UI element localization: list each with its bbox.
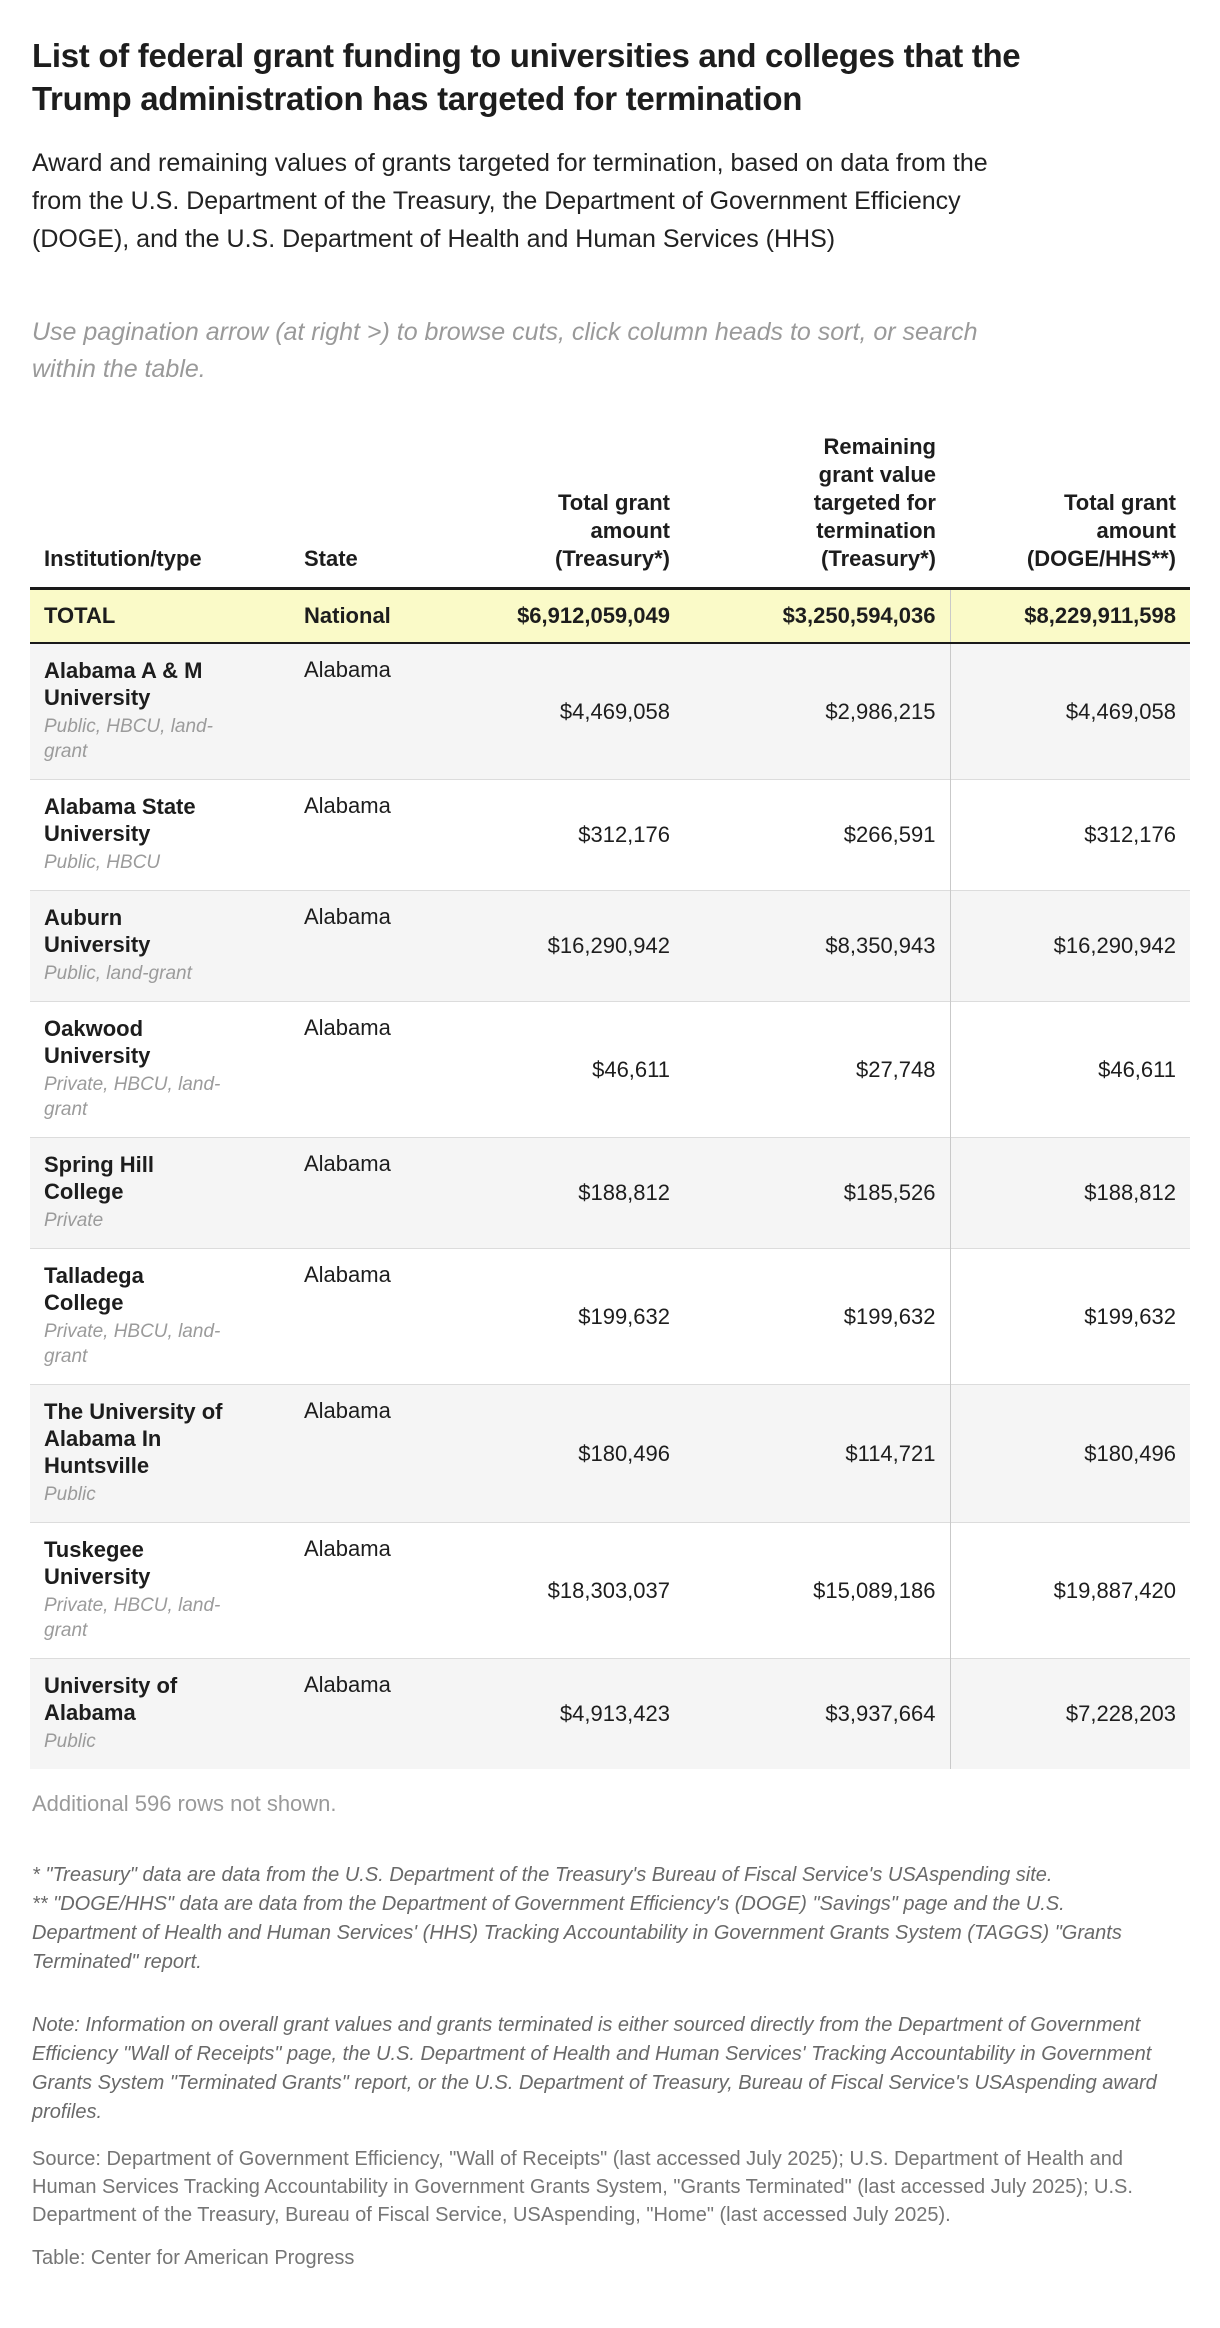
table-row: Spring Hill College Private Alabama $188… [30, 1137, 1190, 1249]
remaining-value-cell: $2,986,215 [684, 642, 950, 780]
remaining-value-cell: $15,089,186 [684, 1522, 950, 1659]
institution-type: Private [44, 1210, 104, 1231]
treasury-total-cell: $180,496 [454, 1384, 684, 1523]
column-header-doge-hhs-total[interactable]: Total grant amount (DOGE/HHS**) [950, 388, 1190, 590]
treasury-total-cell: $312,176 [454, 779, 684, 891]
treasury-total-cell: $4,469,058 [454, 642, 684, 780]
institution-name: Auburn University [44, 905, 151, 957]
doge-hhs-total-cell: $19,887,420 [949, 1522, 1190, 1659]
column-header-remaining-value[interactable]: Remaining grant value targeted for termi… [684, 388, 950, 590]
doge-hhs-total-cell: $180,496 [949, 1384, 1190, 1523]
column-header-treasury-total[interactable]: Total grant amount (Treasury*) [454, 388, 684, 590]
treasury-total-cell: $18,303,037 [454, 1522, 684, 1659]
table-instructions: Use pagination arrow (at right >) to bro… [32, 318, 978, 383]
institution-name: Alabama A & M University [44, 658, 203, 710]
page-title: List of federal grant funding to univers… [32, 37, 1021, 117]
institution-type: Private, HBCU, land-grant [44, 1321, 221, 1367]
total-remaining-value-cell: $3,250,594,036 [684, 588, 950, 644]
treasury-total-cell: $46,611 [454, 1001, 684, 1138]
institution-name: Tuskegee University [44, 1537, 151, 1589]
treasury-total-cell: $4,913,423 [454, 1658, 684, 1769]
remaining-value-cell: $8,350,943 [684, 890, 950, 1002]
state-cell: Alabama [292, 1248, 454, 1385]
total-row: TOTAL National $6,912,059,049 $3,250,594… [30, 588, 1190, 644]
source-line: Source: Department of Government Efficie… [32, 2148, 1133, 2226]
institution-name: Oakwood University [44, 1016, 151, 1068]
institution-cell: University of Alabama Public [30, 1658, 292, 1769]
methodology-note: Note: Information on overall grant value… [32, 2014, 1157, 2123]
column-header-state[interactable]: State [292, 388, 454, 590]
doge-hhs-total-cell: $188,812 [949, 1137, 1190, 1249]
table-row: University of Alabama Public Alabama $4,… [30, 1658, 1190, 1769]
institution-type: Public [44, 1484, 96, 1505]
doge-hhs-total-cell: $16,290,942 [949, 890, 1190, 1002]
remaining-value-cell: $114,721 [684, 1384, 950, 1523]
additional-rows-note: Additional 596 rows not shown. [32, 1791, 337, 1816]
institution-cell: Tuskegee University Private, HBCU, land-… [30, 1522, 292, 1659]
institution-type: Public [44, 1731, 96, 1752]
institution-name: The University of Alabama In Huntsville [44, 1399, 223, 1478]
institution-name: Talladega College [44, 1263, 144, 1315]
treasury-total-cell: $199,632 [454, 1248, 684, 1385]
institution-name: University of Alabama [44, 1673, 178, 1725]
institution-name: Spring Hill College [44, 1152, 154, 1204]
grants-table: Institution/type State Total grant amoun… [30, 388, 1190, 1769]
remaining-value-cell: $27,748 [684, 1001, 950, 1138]
table-row: Auburn University Public, land-grant Ala… [30, 890, 1190, 1002]
institution-type: Public, HBCU, land-grant [44, 716, 213, 762]
table-credit: Table: Center for American Progress [32, 2247, 355, 2269]
institution-cell: Auburn University Public, land-grant [30, 890, 292, 1002]
remaining-value-cell: $266,591 [684, 779, 950, 891]
institution-cell: Oakwood University Private, HBCU, land-g… [30, 1001, 292, 1138]
total-doge-hhs-total-cell: $8,229,911,598 [949, 588, 1190, 644]
institution-cell: Talladega College Private, HBCU, land-gr… [30, 1248, 292, 1385]
doge-hhs-total-cell: $199,632 [949, 1248, 1190, 1385]
state-cell: Alabama [292, 890, 454, 1002]
institution-type: Public, HBCU [44, 852, 161, 873]
table-row: Alabama A & M University Public, HBCU, l… [30, 642, 1190, 780]
state-cell: Alabama [292, 1001, 454, 1138]
total-state-cell: National [292, 588, 454, 644]
table-row: The University of Alabama In Huntsville … [30, 1384, 1190, 1523]
total-treasury-total-cell: $6,912,059,049 [454, 588, 684, 644]
state-cell: Alabama [292, 1658, 454, 1769]
subtitle: Award and remaining values of grants tar… [32, 149, 988, 253]
remaining-value-cell: $185,526 [684, 1137, 950, 1249]
doge-hhs-total-cell: $312,176 [949, 779, 1190, 891]
table-row: Oakwood University Private, HBCU, land-g… [30, 1001, 1190, 1138]
institution-type: Private, HBCU, land-grant [44, 1074, 221, 1120]
footnote-doge-hhs: ** "DOGE/HHS" data are data from the Dep… [32, 1893, 1122, 1973]
institution-cell: The University of Alabama In Huntsville … [30, 1384, 292, 1523]
table-row: Alabama State University Public, HBCU Al… [30, 779, 1190, 891]
table-row: Tuskegee University Private, HBCU, land-… [30, 1522, 1190, 1659]
institution-type: Private, HBCU, land-grant [44, 1595, 221, 1641]
state-cell: Alabama [292, 1137, 454, 1249]
remaining-value-cell: $199,632 [684, 1248, 950, 1385]
institution-type: Public, land-grant [44, 963, 192, 984]
institution-cell: Alabama A & M University Public, HBCU, l… [30, 642, 292, 780]
footnotes: * "Treasury" data are data from the U.S.… [32, 1861, 1172, 1977]
doge-hhs-total-cell: $46,611 [949, 1001, 1190, 1138]
table-header-row: Institution/type State Total grant amoun… [30, 388, 1190, 590]
state-cell: Alabama [292, 1384, 454, 1523]
table-row: Talladega College Private, HBCU, land-gr… [30, 1248, 1190, 1385]
institution-name: Alabama State University [44, 794, 196, 846]
state-cell: Alabama [292, 1522, 454, 1659]
state-cell: Alabama [292, 642, 454, 780]
column-header-institution[interactable]: Institution/type [30, 388, 292, 590]
remaining-value-cell: $3,937,664 [684, 1658, 950, 1769]
institution-cell: Spring Hill College Private [30, 1137, 292, 1249]
institution-cell: Alabama State University Public, HBCU [30, 779, 292, 891]
treasury-total-cell: $188,812 [454, 1137, 684, 1249]
state-cell: Alabama [292, 779, 454, 891]
footnote-treasury: * "Treasury" data are data from the U.S.… [32, 1864, 1053, 1886]
treasury-total-cell: $16,290,942 [454, 890, 684, 1002]
doge-hhs-total-cell: $4,469,058 [949, 642, 1190, 780]
doge-hhs-total-cell: $7,228,203 [949, 1658, 1190, 1769]
total-institution-cell: TOTAL [30, 588, 292, 644]
